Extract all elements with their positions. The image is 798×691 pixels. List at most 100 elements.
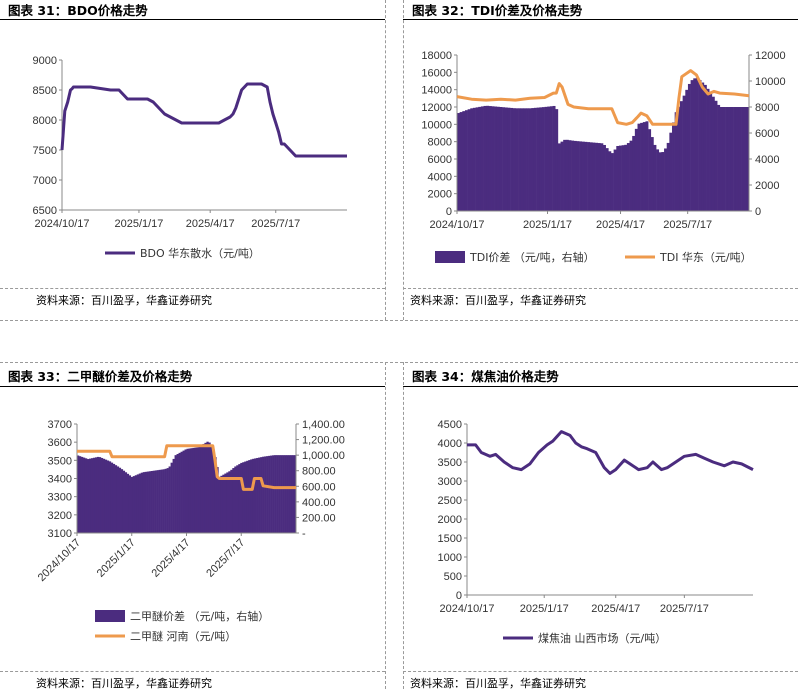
spread-bar bbox=[746, 107, 750, 211]
y-tick-label: 500 bbox=[444, 571, 462, 583]
spread-bar bbox=[272, 455, 275, 533]
spread-bar bbox=[717, 104, 721, 211]
legend-label: 煤焦油 山西市场（元/吨） bbox=[538, 631, 666, 645]
spread-bar bbox=[711, 96, 715, 211]
row-separator-top bbox=[0, 320, 798, 321]
spread-bar bbox=[650, 137, 654, 211]
spread-bar bbox=[637, 123, 641, 211]
y-tick-label: 7500 bbox=[33, 145, 57, 157]
x-tick-label: 2024/10/17 bbox=[34, 218, 89, 230]
spread-bar bbox=[645, 121, 649, 211]
panel-34-title: 图表 34：煤焦油价格走势 bbox=[412, 369, 559, 384]
spread-bar bbox=[709, 92, 713, 211]
spread-bar bbox=[244, 461, 247, 533]
y-tick-label: 3700 bbox=[48, 419, 72, 431]
spread-bar bbox=[547, 106, 551, 211]
spread-bar bbox=[122, 470, 126, 533]
spread-bar bbox=[180, 451, 183, 533]
spread-bar bbox=[661, 152, 665, 211]
spread-bar bbox=[128, 475, 132, 533]
spread-bar bbox=[174, 455, 177, 533]
spread-bar bbox=[216, 467, 219, 533]
spread-bar bbox=[144, 471, 147, 533]
y-tick-label: 0 bbox=[446, 206, 452, 218]
spread-bar bbox=[238, 464, 241, 533]
spread-bar bbox=[186, 448, 189, 533]
spread-bar bbox=[544, 106, 548, 211]
y2-tick-label: 600.00 bbox=[302, 481, 336, 493]
spread-bar bbox=[224, 473, 227, 533]
spread-bar bbox=[725, 107, 729, 211]
spread-bar bbox=[274, 455, 277, 533]
row-separator-bottom bbox=[0, 362, 798, 363]
spread-bar bbox=[248, 460, 251, 533]
panel-33-title-rule bbox=[0, 386, 385, 387]
spread-bar bbox=[571, 140, 575, 211]
spread-bar bbox=[126, 473, 130, 533]
spread-bar bbox=[703, 84, 707, 211]
spread-bar bbox=[504, 107, 508, 211]
spread-bar bbox=[280, 455, 283, 533]
spread-bar bbox=[188, 448, 191, 533]
spread-bar bbox=[515, 108, 519, 211]
y2-tick-label: 800.00 bbox=[302, 466, 336, 478]
spread-bar bbox=[120, 469, 124, 533]
spread-bar bbox=[512, 108, 516, 211]
spread-bar bbox=[480, 106, 484, 211]
spread-bar bbox=[557, 143, 561, 211]
spread-bar bbox=[526, 108, 529, 211]
spread-bar bbox=[102, 458, 106, 533]
y2-tick-label: - bbox=[302, 528, 306, 540]
y-tick-label: 8500 bbox=[33, 85, 57, 97]
spread-bar bbox=[507, 107, 511, 211]
spread-bar bbox=[518, 108, 522, 211]
spread-bar bbox=[610, 153, 614, 211]
panel-33-title: 图表 33：二甲醚价差及价格走势 bbox=[8, 369, 193, 384]
y2-tick-label: 12000 bbox=[755, 50, 786, 62]
y-tick-label: 2000 bbox=[428, 189, 452, 201]
spread-bar bbox=[701, 82, 705, 211]
spread-bar bbox=[124, 472, 128, 533]
panel-32-source-divider bbox=[403, 288, 798, 289]
spread-bar bbox=[190, 448, 193, 533]
spread-bar bbox=[77, 455, 80, 533]
spread-bar bbox=[669, 132, 673, 211]
spread-bar bbox=[134, 475, 138, 533]
bottom-left-separator bbox=[385, 362, 386, 689]
x-tick-label: 2025/1/17 bbox=[95, 537, 138, 580]
y-tick-label: 16000 bbox=[421, 67, 452, 79]
spread-bar bbox=[152, 470, 155, 533]
spread-bar bbox=[618, 145, 622, 211]
spread-bar bbox=[462, 111, 466, 211]
spread-bar bbox=[110, 462, 114, 533]
price-line bbox=[60, 82, 347, 158]
y-tick-label: 14000 bbox=[421, 85, 452, 97]
spread-bar bbox=[156, 470, 159, 533]
spread-bar bbox=[674, 112, 678, 211]
spread-bar bbox=[80, 456, 84, 533]
y-tick-label: 3000 bbox=[438, 476, 462, 488]
spread-bar bbox=[600, 143, 604, 211]
spread-bar bbox=[82, 457, 86, 533]
spread-bar bbox=[136, 474, 140, 533]
spread-bar bbox=[220, 475, 223, 533]
spread-bar bbox=[472, 107, 476, 211]
y-tick-label: 3100 bbox=[48, 528, 72, 540]
spread-bar bbox=[266, 456, 269, 533]
spread-bar bbox=[166, 468, 169, 533]
x-tick-label: 2024/10/17 bbox=[429, 219, 484, 231]
panel-34-source-divider bbox=[403, 671, 798, 672]
spread-bar bbox=[682, 95, 686, 211]
spread-bar bbox=[502, 107, 506, 211]
y-tick-label: 0 bbox=[456, 590, 462, 602]
spread-bar bbox=[533, 107, 537, 211]
spread-bar bbox=[234, 466, 237, 533]
spread-bar bbox=[162, 469, 165, 533]
y-tick-label: 12000 bbox=[421, 102, 452, 114]
spread-bar bbox=[150, 470, 153, 533]
spread-bar bbox=[154, 470, 157, 533]
y-tick-label: 4000 bbox=[438, 438, 462, 450]
x-tick-label: 2025/7/17 bbox=[663, 219, 712, 231]
spread-bar bbox=[90, 458, 94, 533]
spread-bar bbox=[653, 144, 657, 211]
